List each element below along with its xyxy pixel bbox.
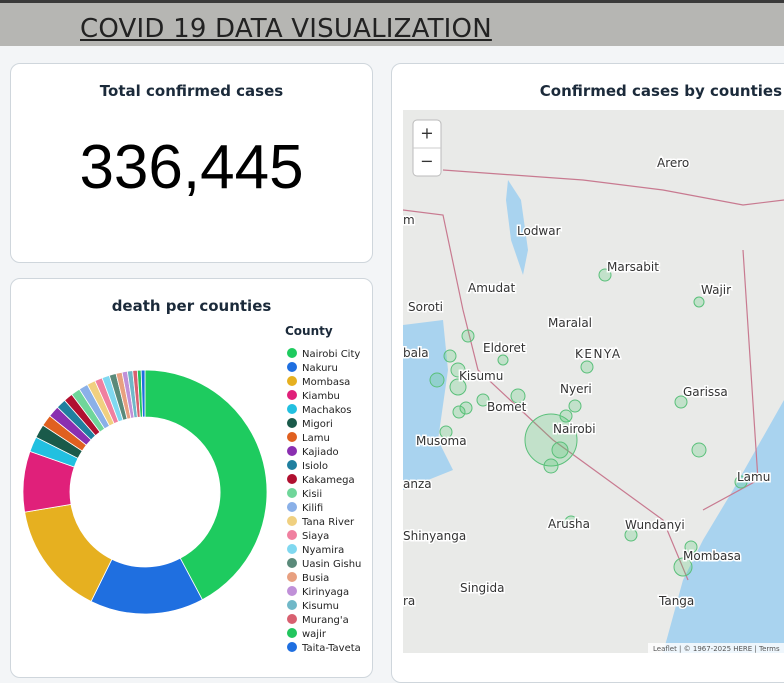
legend-label: Nyamira [302,545,344,556]
legend-swatch [287,446,297,456]
legend-label: Kirinyaga [302,587,349,598]
map-title: Confirmed cases by counties [539,82,782,100]
place-label: Soroti [408,300,443,314]
legend-swatch [287,572,297,582]
legend-swatch [287,348,297,358]
case-markers [429,268,748,577]
borders [403,169,784,581]
legend-label: Kisumu [302,601,339,612]
legend-label: Siaya [302,531,329,542]
place-label: Singida [460,581,504,595]
legend-swatch [287,390,297,400]
legend-swatch [287,474,297,484]
place-label: anza [403,477,432,491]
legend-label: Kilifi [302,503,323,514]
place-label: KENYA [575,347,622,361]
legend-swatch [287,544,297,554]
legend-label: Murang'a [302,615,349,626]
place-label: Lodwar [517,224,561,238]
legend-label: Taita-Taveta [301,643,361,653]
place-label: Shinyanga [403,529,466,543]
attribution[interactable]: Leaflet | © 1967-2025 HERE | Terms [653,645,780,653]
legend-label: Isiolo [302,461,328,472]
legend-label: Kakamega [302,475,355,486]
legend-label: Busia [302,573,329,584]
legend-label: wajir [302,629,327,640]
place-label: Tanga [658,594,694,608]
zoom-out[interactable]: − [420,152,433,171]
legend-swatch [287,432,297,442]
legend-swatch [287,600,297,610]
donut-segment [144,369,268,601]
donut-chart: County Nairobi City Nakuru Mombasa Kiambu Ma… [22,324,361,653]
chart-title: death per counties [111,297,272,315]
kpi-value: 336,445 [79,133,304,202]
header: COVID 19 DATA VISUALIZATION [0,0,784,46]
place-label: Marsabit [607,260,659,274]
legend-label: Uasin Gishu [302,559,361,570]
legend-swatch [287,460,297,470]
place-label: Musoma [416,434,467,448]
place-label: m [403,213,415,227]
kpi-title: Total confirmed cases [99,82,284,100]
legend-label: Nairobi City [302,349,360,360]
legend-swatch [287,404,297,414]
place-label: Wundanyi [625,518,685,532]
legend-label: Mombasa [302,377,350,388]
legend-swatch [287,516,297,526]
legend-swatch [287,586,297,596]
place-label: Arero [657,156,689,170]
legend-label: Lamu [302,433,330,444]
legend-swatch [287,362,297,372]
legend-swatch [287,642,297,652]
legend-swatch [287,530,297,540]
zoom-control: + − [412,119,442,177]
place-label: Nairobi [553,422,596,436]
legend-swatch [287,376,297,386]
zoom-in[interactable]: + [420,124,433,143]
kpi-card: Total confirmed cases 336,445 [10,63,373,263]
page-title: COVID 19 DATA VISUALIZATION [80,14,492,44]
place-label: Eldoret [483,341,526,355]
legend-title: County [285,324,333,338]
place-label: Kisumu [459,369,503,383]
lake-victoria [403,320,453,490]
place-label: Wajir [701,283,731,297]
legend-label: Machakos [302,405,351,416]
place-label: Garissa [683,385,728,399]
legend-swatch [287,502,297,512]
attribution-bg [648,643,784,653]
legend-label: Tana River [301,517,355,528]
place-label: Bomet [487,400,527,414]
legend-swatch [287,628,297,638]
place-label: Lamu [737,470,770,484]
donut-segment [140,369,146,418]
legend-label: Kiambu [302,391,340,402]
legend-label: Kajiado [302,447,339,458]
place-label: Amudat [468,281,515,295]
place-label: Nyeri [560,382,592,396]
place-label: Maralal [548,316,592,330]
legend-swatch [287,614,297,624]
legend-label: Nakuru [302,363,338,374]
place-label: Arusha [548,517,590,531]
place-label: bala [403,346,429,360]
map: + − Arero Lodwar Marsabit Amudat Wajir Soroti… [403,110,784,653]
legend-swatch [287,488,297,498]
ocean [663,400,784,653]
lake-turkana [506,180,528,275]
place-labels: Arero Lodwar Marsabit Amudat Wajir Soroti Mara… [403,155,772,610]
legend-swatch [287,418,297,428]
legend-swatch [287,558,297,568]
place-label: ra [403,594,415,608]
place-label: Mombasa [683,549,741,563]
legend-label: Migori [302,419,333,430]
legend-label: Kisii [302,489,322,500]
